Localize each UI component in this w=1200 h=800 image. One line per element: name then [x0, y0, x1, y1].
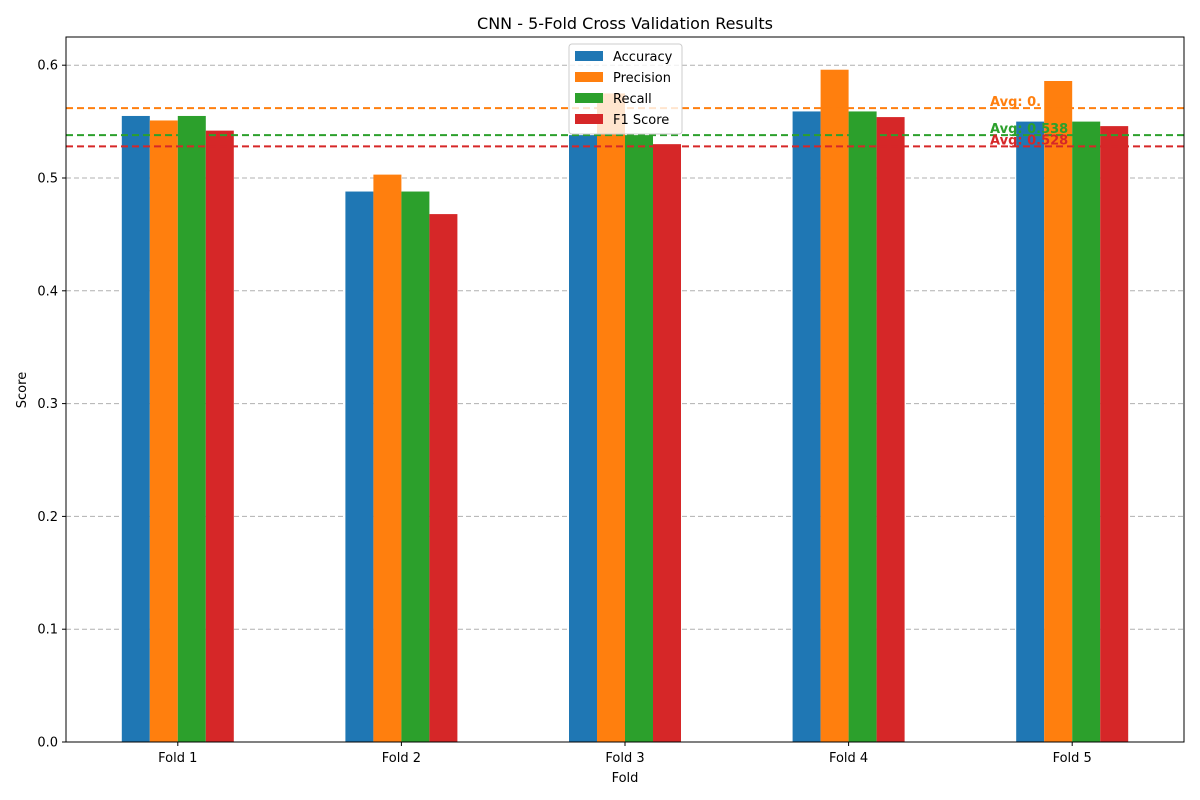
bar-accuracy	[121, 115, 150, 742]
legend-swatch	[575, 114, 603, 124]
chart-title: CNN - 5-Fold Cross Validation Results	[477, 14, 773, 33]
x-tick-label: Fold 4	[829, 751, 868, 766]
y-axis-ticks: 0.0 0.1 0.2 0.3 0.4 0.5 0.6	[37, 59, 66, 751]
bar-recall	[625, 135, 653, 743]
y-axis-label: Score	[15, 372, 30, 408]
average-label: Avg: 0.538	[990, 122, 1068, 137]
bar-accuracy	[792, 111, 821, 742]
legend-swatch	[575, 72, 603, 82]
bar-f1-score	[429, 214, 458, 742]
y-tick-label: 0.2	[37, 510, 58, 525]
y-tick-label: 0.5	[37, 172, 58, 187]
legend: Accuracy Precision Recall F1 Score	[568, 43, 683, 135]
y-tick-label: 0.6	[37, 59, 58, 74]
y-tick-label: 0.0	[37, 736, 58, 751]
bar-accuracy	[569, 135, 597, 743]
bar-precision	[373, 174, 402, 743]
grid	[66, 64, 1184, 743]
x-axis-label: Fold	[612, 771, 639, 786]
bars	[121, 69, 1129, 743]
x-tick-label: Fold 1	[158, 751, 197, 766]
y-tick-label: 0.4	[37, 284, 58, 299]
legend-label: Precision	[613, 71, 671, 86]
bar-precision	[149, 120, 178, 743]
bar-recall	[848, 111, 877, 742]
bar-f1-score	[876, 117, 905, 742]
y-tick-label: 0.3	[37, 397, 58, 412]
x-axis-ticks: Fold 1 Fold 2 Fold 3 Fold 4 Fold 5	[158, 742, 1092, 766]
legend-label: Accuracy	[613, 50, 673, 65]
x-tick-label: Fold 3	[605, 751, 644, 766]
average-label: Avg: 0.	[990, 95, 1041, 110]
bar-f1-score	[205, 130, 234, 742]
legend-label: F1 Score	[613, 113, 669, 128]
bar-precision	[1044, 80, 1073, 742]
legend-swatch	[575, 51, 603, 61]
bar-f1-score	[1100, 126, 1129, 742]
bar-accuracy	[1016, 121, 1045, 743]
average-label: Avg: 0.528	[990, 133, 1068, 148]
x-tick-label: Fold 2	[382, 751, 421, 766]
bar-f1-score	[653, 144, 681, 742]
bar-precision	[597, 93, 625, 742]
bar-recall	[1072, 121, 1101, 743]
x-tick-label: Fold 5	[1053, 751, 1092, 766]
y-tick-label: 0.1	[37, 623, 58, 638]
bar-recall	[401, 191, 430, 742]
bar-accuracy	[345, 191, 374, 742]
legend-swatch	[575, 93, 603, 103]
bar-recall	[177, 115, 206, 742]
legend-box	[568, 43, 683, 135]
legend-label: Recall	[613, 92, 652, 107]
bar-precision	[820, 69, 849, 743]
